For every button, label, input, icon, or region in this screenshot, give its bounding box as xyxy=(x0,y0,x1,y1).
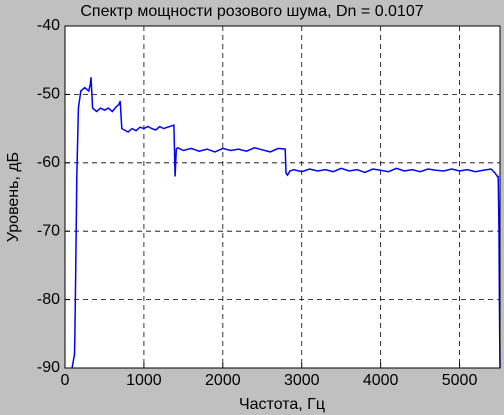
x-tick-label: 5000 xyxy=(442,372,478,389)
y-tick-label: -90 xyxy=(37,359,60,376)
y-axis-label: Уровень, дБ xyxy=(5,152,22,242)
x-tick-label: 1000 xyxy=(126,372,162,389)
x-tick-label: 4000 xyxy=(363,372,399,389)
chart-title: Спектр мощности розового шума, Dn = 0.01… xyxy=(80,3,423,20)
x-tick-label: 3000 xyxy=(284,372,320,389)
y-tick-label: -60 xyxy=(37,154,60,171)
x-tick-label: 2000 xyxy=(205,372,241,389)
plot-area xyxy=(65,26,500,368)
y-tick-label: -80 xyxy=(37,291,60,308)
y-tick-label: -50 xyxy=(37,86,60,103)
x-axis-label: Частота, Гц xyxy=(239,396,325,413)
axes-box xyxy=(64,25,501,369)
y-tick-label: -70 xyxy=(37,222,60,239)
spectrum-line xyxy=(71,77,501,369)
x-tick-label: 0 xyxy=(61,372,70,389)
y-tick-label: -40 xyxy=(37,17,60,34)
